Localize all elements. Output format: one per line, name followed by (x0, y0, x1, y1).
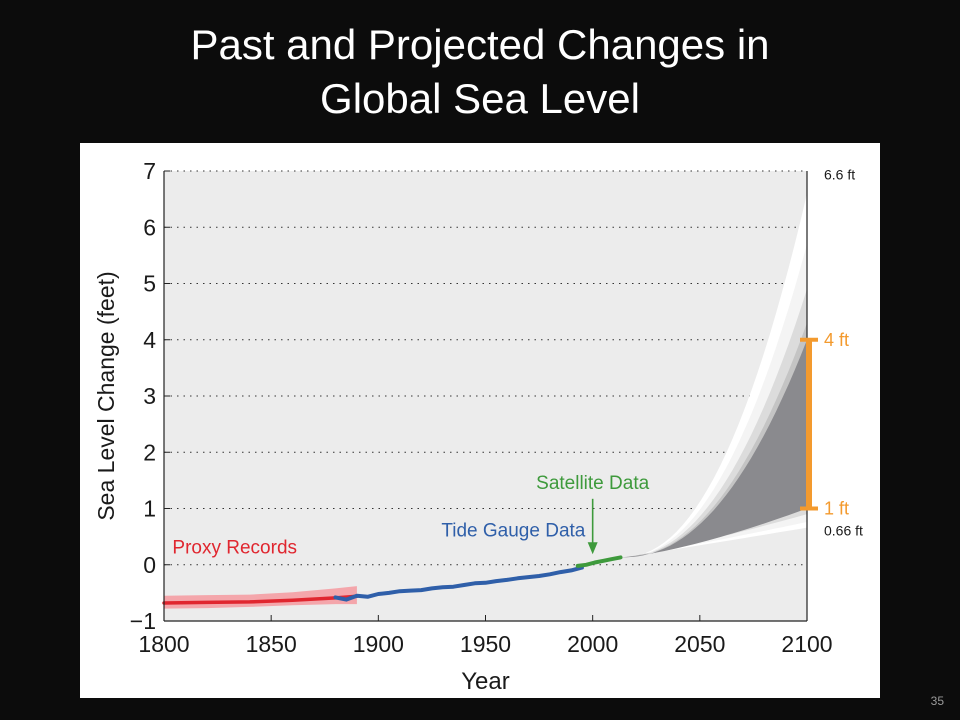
y-tick-label: 5 (143, 271, 156, 297)
y-tick-label: 3 (143, 383, 156, 409)
y-ticks: −1 0 1 2 3 4 5 6 7 (130, 158, 170, 634)
y-tick-label: 6 (143, 214, 156, 240)
slide-number: 35 (930, 694, 944, 708)
x-tick-label: 1900 (353, 631, 404, 657)
y-tick-label: 0 (143, 552, 156, 578)
satellite-data-line (575, 555, 623, 568)
x-tick-label: 2000 (567, 631, 618, 657)
y-tick-label: 2 (143, 439, 156, 465)
projection-label: 1 ft (824, 499, 849, 519)
proxy-records-label: Proxy Records (172, 538, 297, 559)
x-tick-label: 2050 (674, 631, 725, 657)
projection-likely-band (620, 339, 807, 558)
satellite-data-label: Satellite Data (536, 473, 649, 494)
x-tick-label: 2100 (781, 631, 832, 657)
tide-gauge-data-line (333, 565, 584, 602)
satellite-arrow-head (587, 542, 598, 555)
projection-label: 6.6 ft (824, 167, 855, 183)
y-axis-label: Sea Level Change (feet) (93, 271, 119, 520)
slide-title-line-1: Past and Projected Changes in (190, 21, 770, 68)
x-tick-label: 1850 (246, 631, 297, 657)
x-tick-label: 1800 (138, 631, 189, 657)
projection-label: 4 ft (824, 330, 849, 350)
x-axis-label: Year (461, 668, 510, 695)
y-tick-label: 4 (143, 327, 156, 353)
slide-title: Past and Projected Changes in Global Sea… (0, 18, 960, 126)
slide-title-line-2: Global Sea Level (320, 75, 640, 122)
chart-panel: 1800 1850 1900 1950 2000 2050 2100 −1 0 1 2 3 4 5 6 7 Ye… (80, 143, 880, 698)
projection-label: 0.66 ft (824, 523, 863, 539)
sea-level-chart: 1800 1850 1900 1950 2000 2050 2100 −1 0 1 2 3 4 5 6 7 Ye… (93, 158, 863, 695)
y-tick-label: 7 (143, 158, 156, 184)
tide-gauge-data-label: Tide Gauge Data (441, 521, 585, 542)
x-tick-label: 1950 (460, 631, 511, 657)
plot-area (164, 171, 807, 621)
x-ticks: 1800 1850 1900 1950 2000 2050 2100 (138, 615, 833, 657)
y-tick-label: 1 (143, 496, 156, 522)
y-tick-label: −1 (130, 608, 156, 634)
